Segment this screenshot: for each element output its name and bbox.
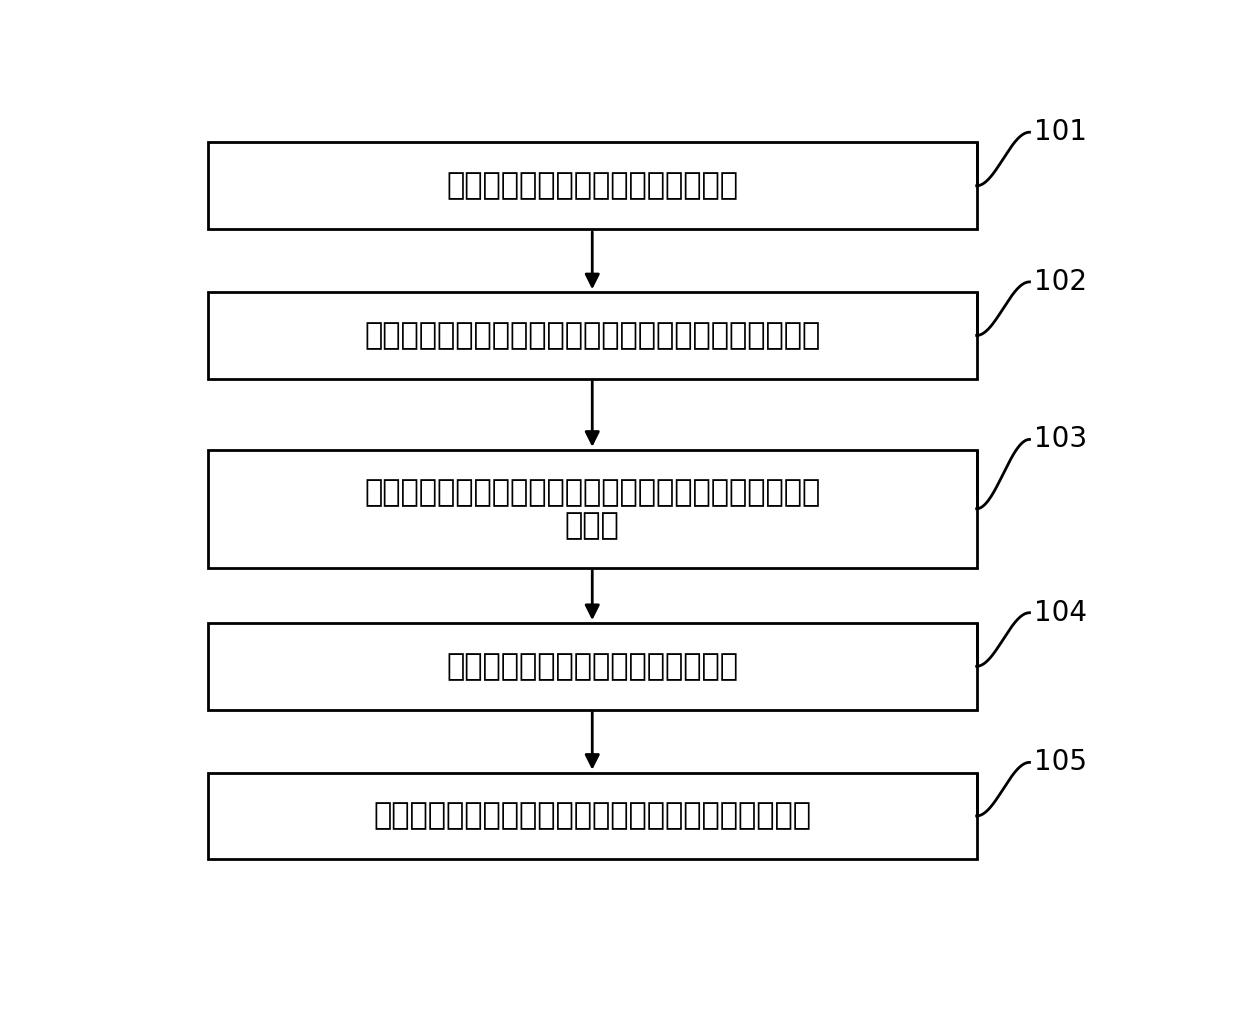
Text: 105: 105	[1034, 749, 1087, 776]
Text: 101: 101	[1034, 119, 1087, 146]
Text: 102: 102	[1034, 268, 1087, 296]
Text: 将数据库中待抽样的数据存入数据表: 将数据库中待抽样的数据存入数据表	[446, 171, 738, 201]
Text: 行排序: 行排序	[565, 510, 620, 540]
Text: 根据上述抽样比例从上述分区排序后的数据中抽取数据: 根据上述抽样比例从上述分区排序后的数据中抽取数据	[373, 801, 811, 831]
Text: 104: 104	[1034, 598, 1087, 627]
Bar	[208, 142, 977, 229]
Text: 在每个待抽样的层对应的分区中，对上述分区中的数据进: 在每个待抽样的层对应的分区中，对上述分区中的数据进	[365, 478, 821, 506]
Bar	[208, 450, 977, 568]
Bar	[208, 293, 977, 379]
Text: 获取待抽样的层，根据待抽样的层对上述数据表进行分区: 获取待抽样的层，根据待抽样的层对上述数据表进行分区	[365, 321, 821, 350]
Bar	[208, 772, 977, 859]
Bar	[208, 623, 977, 710]
Text: 获取每个待抽样的层对应的抽样比例: 获取每个待抽样的层对应的抽样比例	[446, 652, 738, 680]
Text: 103: 103	[1034, 426, 1087, 453]
